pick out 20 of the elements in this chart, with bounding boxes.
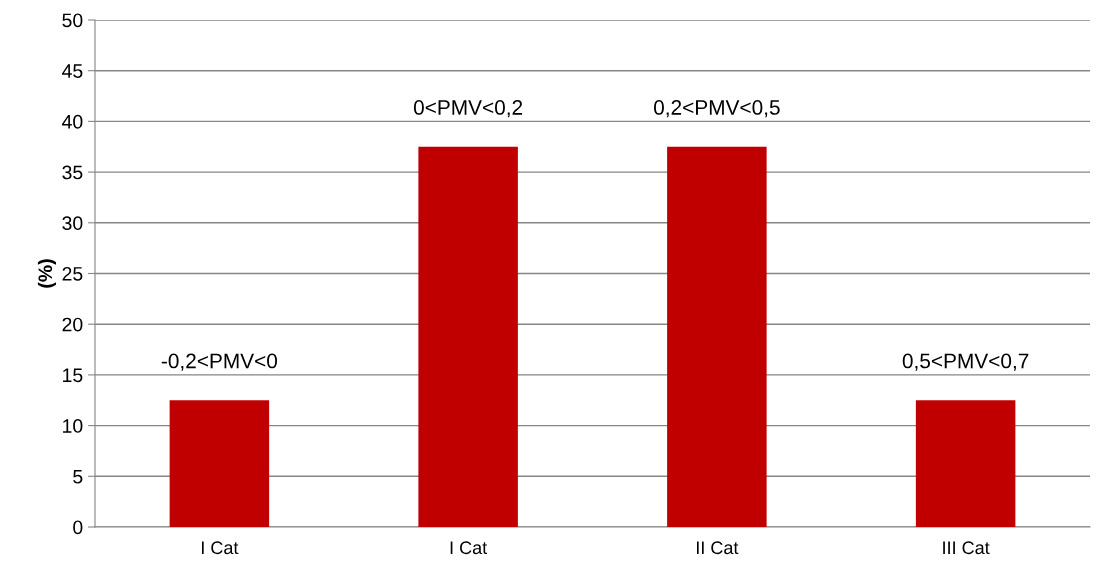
annotation: -0,2<PMV<0 bbox=[161, 353, 278, 371]
y-tick-label: 10 bbox=[63, 419, 83, 433]
x-tick-label: I Cat bbox=[450, 541, 488, 555]
y-tick-label: 30 bbox=[62, 216, 83, 231]
y-tick-label: 45 bbox=[62, 64, 83, 78]
y-tick-label: 15 bbox=[63, 368, 83, 383]
y-tick-label: 40 bbox=[62, 114, 83, 129]
y-tick-label: 20 bbox=[62, 317, 83, 332]
x-tick-label: II Cat bbox=[696, 541, 739, 555]
y-tick-label: 35 bbox=[62, 165, 83, 180]
y-tick-label: 0 bbox=[73, 520, 83, 535]
y-tick-label: 5 bbox=[73, 469, 83, 484]
x-tick-label: III Cat bbox=[943, 541, 990, 555]
y-tick-label: 25 bbox=[62, 266, 83, 281]
annotation: 0,5<PMV<0,7 bbox=[902, 353, 1029, 371]
y-axis-title: (%) bbox=[37, 259, 57, 288]
annotation: 0,2<PMV<0,5 bbox=[653, 100, 780, 118]
x-tick-label: I Cat bbox=[201, 541, 239, 555]
y-tick-label: 50 bbox=[62, 13, 83, 28]
annotation: 0<PMV<0,2 bbox=[413, 100, 523, 118]
